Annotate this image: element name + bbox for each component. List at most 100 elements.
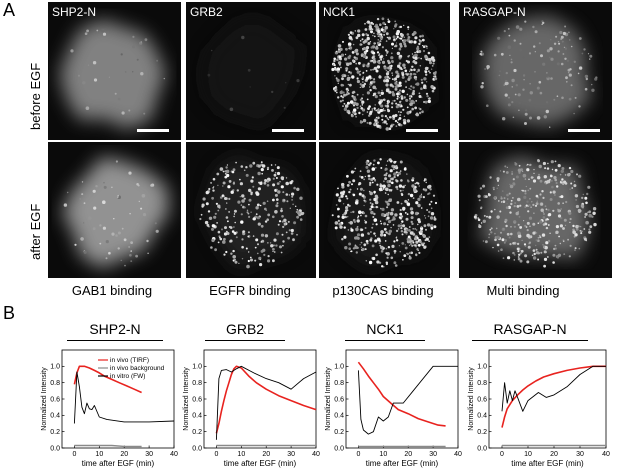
binding-label-2: EGFR binding	[209, 283, 291, 298]
series-line-invitro	[73, 371, 175, 424]
y-tick-label: 0.8	[192, 380, 202, 387]
y-tick-label: 0.2	[192, 429, 202, 436]
y-tick-label: 0.0	[334, 445, 344, 452]
x-tick-label: 40	[602, 451, 610, 458]
y-tick-label: 0.6	[50, 396, 60, 403]
x-tick-label: 30	[429, 451, 437, 458]
micrograph-after-3	[319, 142, 450, 278]
y-tick-label: 0.4	[192, 413, 202, 420]
y-tick-label: 0.8	[50, 380, 60, 387]
x-tick-label: 0	[72, 451, 76, 458]
legend-label: in vivo background	[110, 365, 165, 372]
scale-bar	[272, 129, 304, 132]
y-tick-label: 1.0	[192, 364, 202, 371]
micrograph-label-2: GRB2	[190, 5, 223, 19]
x-tick-label: 40	[170, 451, 178, 458]
plot-title-nck1: NCK1	[366, 321, 404, 337]
series-line-tirf	[357, 361, 446, 427]
plot-title-underline	[67, 340, 163, 341]
micrograph-before-3: NCK1	[319, 2, 450, 140]
y-axis-label: Normalized Intensity	[41, 367, 48, 431]
micrograph-after-2	[186, 142, 316, 278]
x-tick-label: 20	[404, 451, 412, 458]
micrograph-after-1	[48, 142, 181, 278]
y-tick-label: 0.6	[477, 396, 487, 403]
y-tick-label: 0.8	[334, 380, 344, 387]
x-tick-label: 10	[237, 451, 245, 458]
binding-label-1: GAB1 binding	[71, 283, 153, 298]
line-chart-rasgap: 0.0 0.2 0.4 0.6 0.8 1.0 0 10 20 30 40 time after EG…	[468, 349, 610, 468]
legend-label: in vivo (TIRF)	[110, 357, 149, 364]
line-chart-nck1: 0.0 0.2 0.4 0.6 0.8 1.0 0 10 20 30 40 time after EG…	[325, 349, 462, 468]
series-line-invitro	[357, 365, 458, 435]
scale-bar	[568, 129, 600, 132]
x-tick-label: 0	[500, 451, 504, 458]
x-tick-label: 30	[576, 451, 584, 458]
panel-a-letter: A	[3, 0, 16, 20]
plot-frame	[203, 349, 317, 449]
micrograph-before-1: SHP2-N	[48, 2, 181, 140]
y-axis-label: Normalized Intensity	[468, 367, 475, 431]
scale-bar	[406, 129, 438, 132]
binding-label-3: p130CAS binding	[332, 283, 434, 298]
plot-title-underline	[205, 340, 285, 341]
micrograph-label-1: SHP2-N	[52, 5, 97, 19]
micrograph-label-3: NCK1	[323, 5, 356, 19]
plot-title-shp2: SHP2-N	[89, 321, 141, 337]
line-chart-shp2: 0.0 0.2 0.4 0.6 0.8 1.0 0 10 20 30 40 time after EG…	[41, 349, 178, 468]
y-tick-label: 0.4	[477, 413, 487, 420]
binding-label-4: Multi binding	[486, 283, 560, 298]
micrograph-before-4: RASGAP-N	[459, 2, 612, 140]
x-tick-label: 30	[287, 451, 295, 458]
y-tick-label: 0.0	[192, 445, 202, 452]
row-label-after-egf: after EGF	[28, 203, 43, 260]
y-tick-label: 0.4	[50, 413, 60, 420]
plot-title-underline	[472, 340, 588, 341]
y-tick-label: 0.0	[477, 445, 487, 452]
micrograph-label-4: RASGAP-N	[463, 5, 526, 19]
y-tick-label: 0.4	[334, 413, 344, 420]
series-line-tirf	[73, 365, 142, 394]
x-tick-label: 10	[95, 451, 103, 458]
x-tick-label: 20	[120, 451, 128, 458]
line-chart-grb2: 0.0 0.2 0.4 0.6 0.8 1.0 0 10 20 30 40 time after EG…	[183, 349, 320, 468]
series-line-invitro	[215, 365, 317, 440]
x-tick-label: 0	[214, 451, 218, 458]
row-label-before-egf: before EGF	[28, 62, 43, 130]
x-axis-label: time after EGF (min)	[511, 459, 584, 468]
x-tick-label: 10	[379, 451, 387, 458]
micrograph-before-2: GRB2	[186, 2, 316, 140]
x-axis-label: time after EGF (min)	[224, 459, 297, 468]
x-tick-label: 20	[550, 451, 558, 458]
x-axis-label: time after EGF (min)	[82, 459, 155, 468]
y-tick-label: 0.2	[477, 429, 487, 436]
series-line-invitro	[501, 365, 606, 412]
x-tick-label: 20	[262, 451, 270, 458]
y-tick-label: 0.6	[192, 396, 202, 403]
plot-title-grb2: GRB2	[225, 321, 265, 337]
x-tick-label: 0	[356, 451, 360, 458]
panel-b-letter: B	[3, 303, 16, 323]
y-axis-label: Normalized Intensity	[325, 367, 332, 431]
y-tick-label: 0.0	[50, 445, 60, 452]
plot-title-underline	[345, 340, 425, 341]
y-tick-label: 1.0	[477, 364, 487, 371]
y-tick-label: 1.0	[50, 364, 60, 371]
x-tick-label: 40	[454, 451, 462, 458]
legend-label: in vitro (FW)	[110, 373, 145, 380]
micrograph-after-4	[459, 142, 612, 278]
x-axis-label: time after EGF (min)	[366, 459, 439, 468]
y-tick-label: 0.2	[334, 429, 344, 436]
y-tick-label: 0.6	[334, 396, 344, 403]
plot-title-rasgap: RASGAP-N	[493, 321, 567, 337]
series-line-tirf	[215, 365, 317, 434]
series-line-background	[74, 444, 142, 448]
x-tick-label: 10	[524, 451, 532, 458]
y-tick-label: 0.2	[50, 429, 60, 436]
plot-frame	[345, 349, 459, 449]
x-tick-label: 40	[312, 451, 320, 458]
y-tick-label: 1.0	[334, 364, 344, 371]
y-tick-label: 0.8	[477, 380, 487, 387]
series-line-tirf	[501, 365, 606, 428]
scale-bar	[137, 129, 169, 132]
